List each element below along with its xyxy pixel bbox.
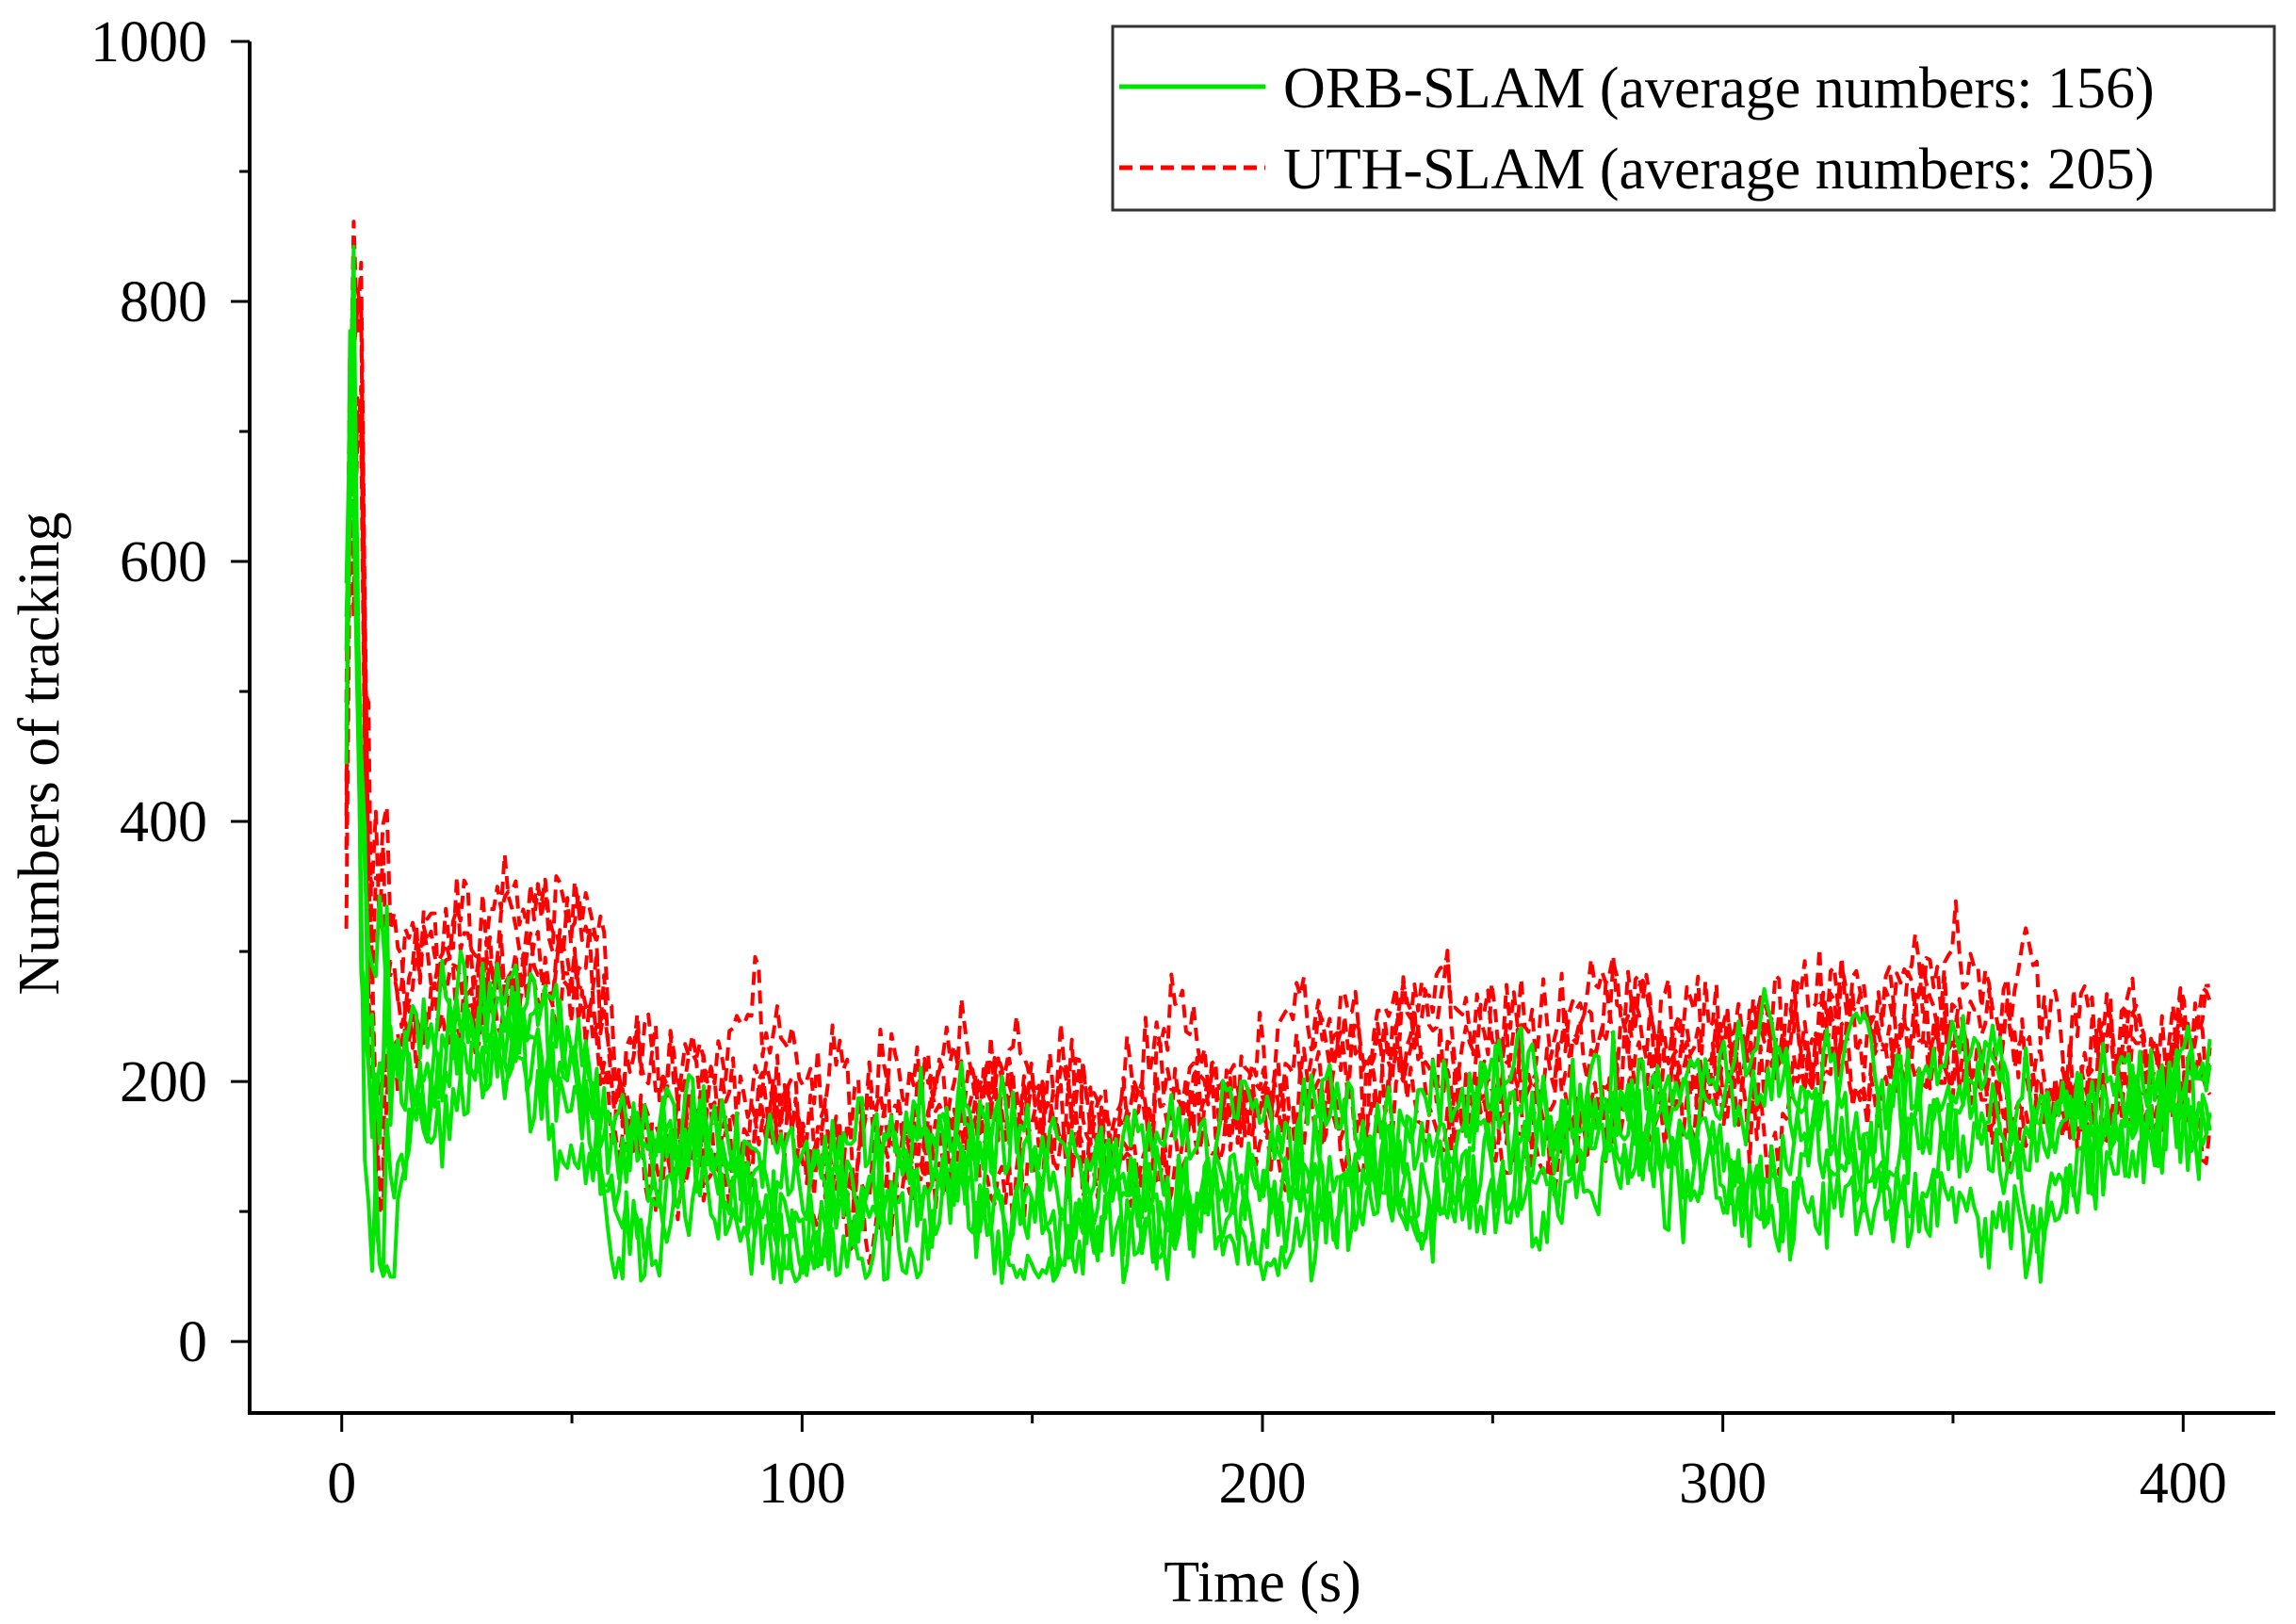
legend-box xyxy=(1111,24,2276,212)
legend-label-orb-slam: ORB-SLAM (average numbers: 156) xyxy=(1283,57,2155,121)
x-tick-label-200: 200 xyxy=(1219,1452,1307,1516)
series-line-1-4 xyxy=(344,219,2210,1162)
series-orb-slam xyxy=(344,244,2212,1285)
y-axis-label: Numbers of tracking xyxy=(8,512,72,995)
x-tick-label-300: 300 xyxy=(1679,1452,1767,1516)
series-line-1-2 xyxy=(344,300,2212,1222)
y-tick-label-1000: 1000 xyxy=(90,10,207,74)
x-tick-label-400: 400 xyxy=(2140,1452,2227,1516)
series-line-1-3 xyxy=(344,342,2212,1196)
x-axis-label: Time (s) xyxy=(1164,1551,1361,1615)
y-tick-label-600: 600 xyxy=(120,530,207,594)
axes xyxy=(248,41,2275,1415)
y-tick-label-200: 200 xyxy=(120,1050,207,1114)
ticks: 0 100 200 300 400 0 200 400 600 800 1000 xyxy=(90,10,2227,1516)
x-tick-label-0: 0 xyxy=(327,1452,356,1516)
y-tick-label-800: 800 xyxy=(120,270,207,334)
plot-data-layer xyxy=(344,219,2212,1285)
x-tick-label-100: 100 xyxy=(758,1452,846,1516)
legend: ORB-SLAM (average numbers: 156) UTH-SLAM… xyxy=(1111,24,2276,212)
series-line-0-4 xyxy=(344,244,2212,1247)
series-line-0-3 xyxy=(344,329,2212,1249)
y-tick-label-400: 400 xyxy=(120,790,207,854)
series-line-1-1 xyxy=(344,274,2212,1251)
y-tick-label-0: 0 xyxy=(178,1310,207,1374)
legend-label-uth-slam: UTH-SLAM (average numbers: 205) xyxy=(1283,138,2155,202)
